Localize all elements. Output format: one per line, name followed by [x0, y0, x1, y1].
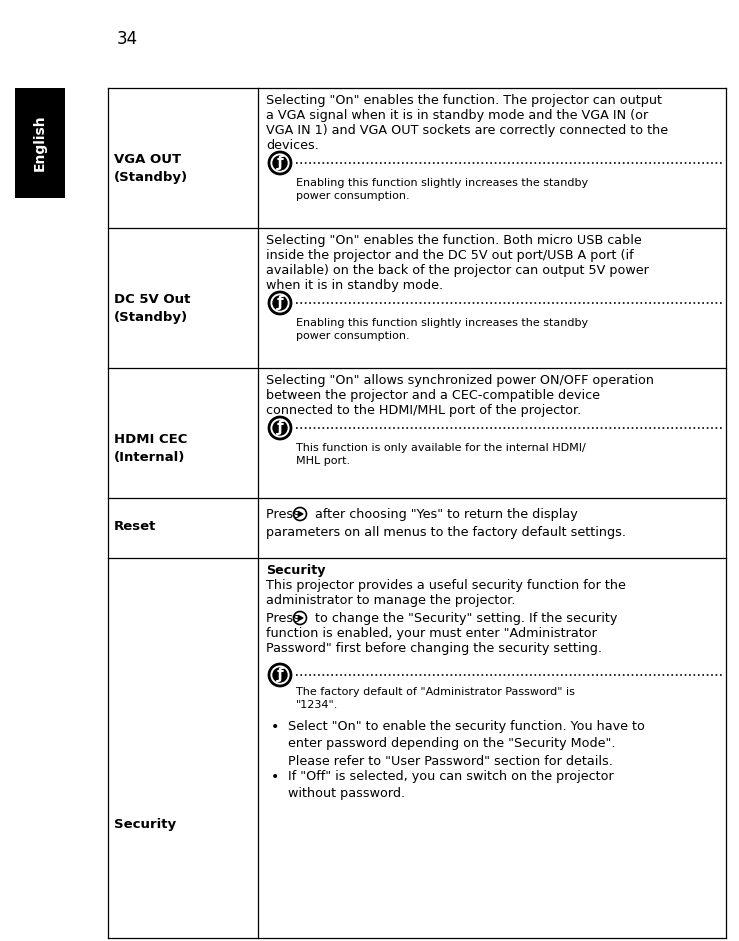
Text: inside the projector and the DC 5V out port/USB A port (if: inside the projector and the DC 5V out p… — [266, 249, 633, 262]
Text: ƒ: ƒ — [276, 295, 283, 310]
Polygon shape — [299, 512, 303, 517]
Text: ƒ: ƒ — [276, 154, 283, 169]
Circle shape — [269, 664, 291, 686]
Bar — [15, 88, 65, 198]
Text: Enabling this function slightly increases the standby
power consumption.: Enabling this function slightly increase… — [296, 178, 588, 201]
Text: Selecting "On" enables the function. Both micro USB cable: Selecting "On" enables the function. Bot… — [266, 234, 641, 247]
Text: Security: Security — [114, 818, 176, 831]
Text: DC 5V Out
(Standby): DC 5V Out (Standby) — [114, 293, 191, 324]
Text: Password" first before changing the security setting.: Password" first before changing the secu… — [266, 642, 602, 655]
Text: Selecting "On" enables the function. The projector can output: Selecting "On" enables the function. The… — [266, 94, 662, 107]
Text: Security: Security — [266, 564, 325, 577]
Text: •: • — [271, 770, 279, 784]
Text: 34: 34 — [117, 30, 138, 48]
Text: •: • — [271, 720, 279, 734]
Text: ƒ: ƒ — [276, 420, 283, 435]
Circle shape — [269, 417, 291, 439]
Circle shape — [272, 155, 287, 170]
Text: to change the "Security" setting. If the security: to change the "Security" setting. If the… — [311, 612, 617, 625]
Circle shape — [269, 152, 291, 174]
Text: when it is in standby mode.: when it is in standby mode. — [266, 279, 443, 292]
Text: English: English — [33, 115, 47, 171]
Text: Reset: Reset — [114, 520, 157, 533]
Text: between the projector and a CEC-compatible device: between the projector and a CEC-compatib… — [266, 389, 600, 402]
Text: This projector provides a useful security function for the: This projector provides a useful securit… — [266, 579, 626, 592]
Text: This function is only available for the internal HDMI/
MHL port.: This function is only available for the … — [296, 443, 586, 466]
Text: HDMI CEC
(Internal): HDMI CEC (Internal) — [114, 433, 188, 464]
Text: If "Off" is selected, you can switch on the projector
without password.: If "Off" is selected, you can switch on … — [288, 770, 614, 801]
Text: ƒ: ƒ — [276, 666, 283, 681]
Circle shape — [272, 421, 287, 436]
Circle shape — [272, 295, 287, 311]
Text: parameters on all menus to the factory default settings.: parameters on all menus to the factory d… — [266, 526, 626, 539]
Text: Select "On" to enable the security function. You have to
enter password dependin: Select "On" to enable the security funct… — [288, 720, 645, 768]
Text: Enabling this function slightly increases the standby
power consumption.: Enabling this function slightly increase… — [296, 318, 588, 342]
Text: VGA OUT
(Standby): VGA OUT (Standby) — [114, 153, 188, 184]
Text: Press: Press — [266, 612, 304, 625]
Text: available) on the back of the projector can output 5V power: available) on the back of the projector … — [266, 264, 649, 277]
Text: devices.: devices. — [266, 139, 319, 152]
Text: Selecting "On" allows synchronized power ON/OFF operation: Selecting "On" allows synchronized power… — [266, 374, 654, 387]
Text: function is enabled, your must enter "Administrator: function is enabled, your must enter "Ad… — [266, 627, 597, 640]
Text: connected to the HDMI/MHL port of the projector.: connected to the HDMI/MHL port of the pr… — [266, 404, 582, 417]
Text: The factory default of "Administrator Password" is
"1234".: The factory default of "Administrator Pa… — [296, 687, 575, 710]
Text: a VGA signal when it is in standby mode and the VGA IN (or: a VGA signal when it is in standby mode … — [266, 109, 648, 122]
Circle shape — [272, 667, 287, 683]
Circle shape — [269, 292, 291, 314]
Text: VGA IN 1) and VGA OUT sockets are correctly connected to the: VGA IN 1) and VGA OUT sockets are correc… — [266, 124, 668, 137]
Text: Press: Press — [266, 508, 304, 521]
Polygon shape — [299, 615, 303, 620]
Text: administrator to manage the projector.: administrator to manage the projector. — [266, 594, 516, 607]
Text: after choosing "Yes" to return the display: after choosing "Yes" to return the displ… — [311, 508, 578, 521]
